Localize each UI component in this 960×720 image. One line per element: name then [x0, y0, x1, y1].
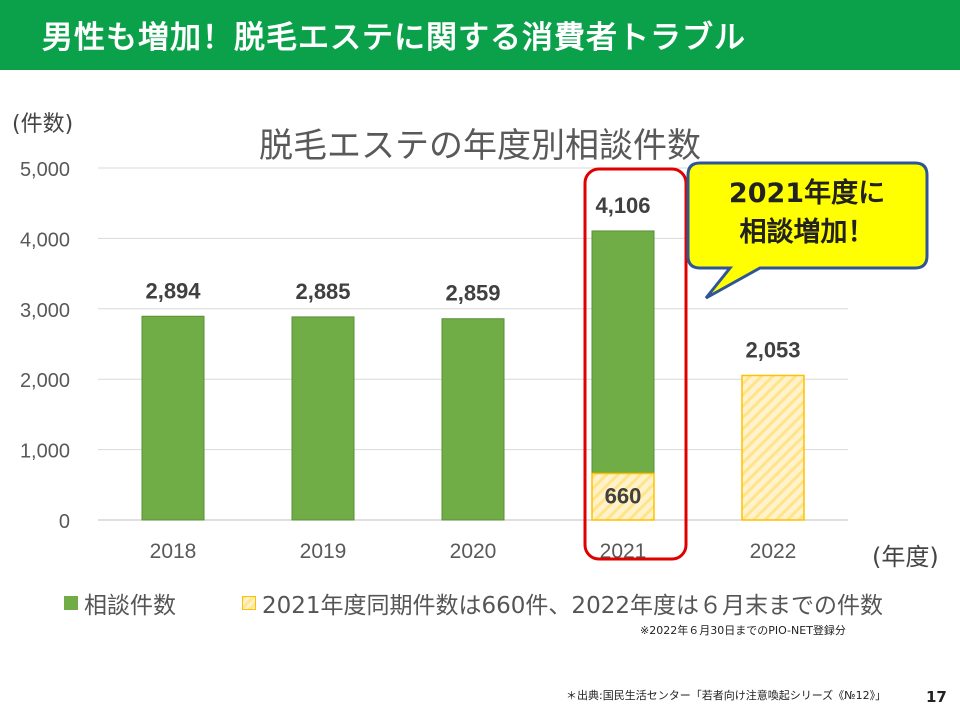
x-axis-unit-label: (年度)	[872, 543, 939, 571]
x-tick-label: 2021	[600, 540, 647, 563]
bar-consultations	[291, 316, 355, 521]
source-citation: ＊出典:国民生活センター「若者向け注意喚起シリーズ《№12》」	[566, 689, 887, 702]
bar-consultations	[441, 318, 505, 521]
y-tick-label: 4,000	[20, 229, 70, 251]
y-tick-label: 3,000	[20, 300, 70, 322]
x-tick-label: 2018	[150, 540, 197, 563]
page-number: 17	[926, 688, 947, 706]
bar-partial-period	[741, 374, 805, 521]
y-tick-label: 0	[59, 511, 70, 533]
legend-swatch-hatched	[242, 596, 256, 610]
y-axis-unit-label: (件数)	[12, 112, 74, 137]
callout-text: 2021年度に 相談増加！	[692, 174, 922, 252]
y-tick-label: 2,000	[20, 370, 70, 392]
data-label-partial: 660	[605, 484, 642, 509]
data-label-partial: 2,053	[745, 337, 800, 362]
y-tick-label: 1,000	[20, 441, 70, 463]
callout-line-2: 相談増加！	[739, 217, 875, 249]
callout-bubble	[686, 161, 929, 300]
legend-item-consultations: 相談件数	[64, 588, 176, 619]
legend-label-consultations: 相談件数	[84, 593, 176, 619]
page-title: 男性も増加！脱毛エステに関する消費者トラブル	[42, 20, 746, 56]
chart-title: 脱毛エステの年度別相談件数	[259, 126, 701, 166]
bar-consultations	[591, 230, 655, 475]
x-tick-label: 2022	[750, 540, 797, 563]
legend-label-partial: 2021年度同期件数は660件、2022年度は６月末までの件数	[262, 593, 883, 619]
data-label: 2,885	[295, 279, 350, 304]
y-tick-label: 5,000	[20, 159, 70, 181]
x-tick-label: 2019	[300, 540, 347, 563]
data-label: 4,106	[595, 193, 650, 218]
bar-consultations	[141, 315, 205, 521]
header-banner: 男性も増加！脱毛エステに関する消費者トラブル	[0, 0, 960, 70]
legend-item-partial: 2021年度同期件数は660件、2022年度は６月末までの件数	[242, 588, 883, 619]
callout-line-1: 2021年度に	[728, 178, 886, 209]
highlight-2021-box	[583, 167, 688, 561]
x-tick-label: 2020	[450, 540, 497, 563]
legend-swatch-green	[64, 596, 78, 610]
bar-partial-period	[591, 472, 655, 521]
footnote: ※2022年６月30日までのPIO-NET登録分	[640, 624, 846, 637]
data-label: 2,894	[145, 278, 201, 303]
data-label: 2,859	[445, 281, 500, 306]
bar-chart: 0 1,000 2,000 3,000 4,000 5,000 2,894 2018 2,885…	[20, 159, 929, 563]
